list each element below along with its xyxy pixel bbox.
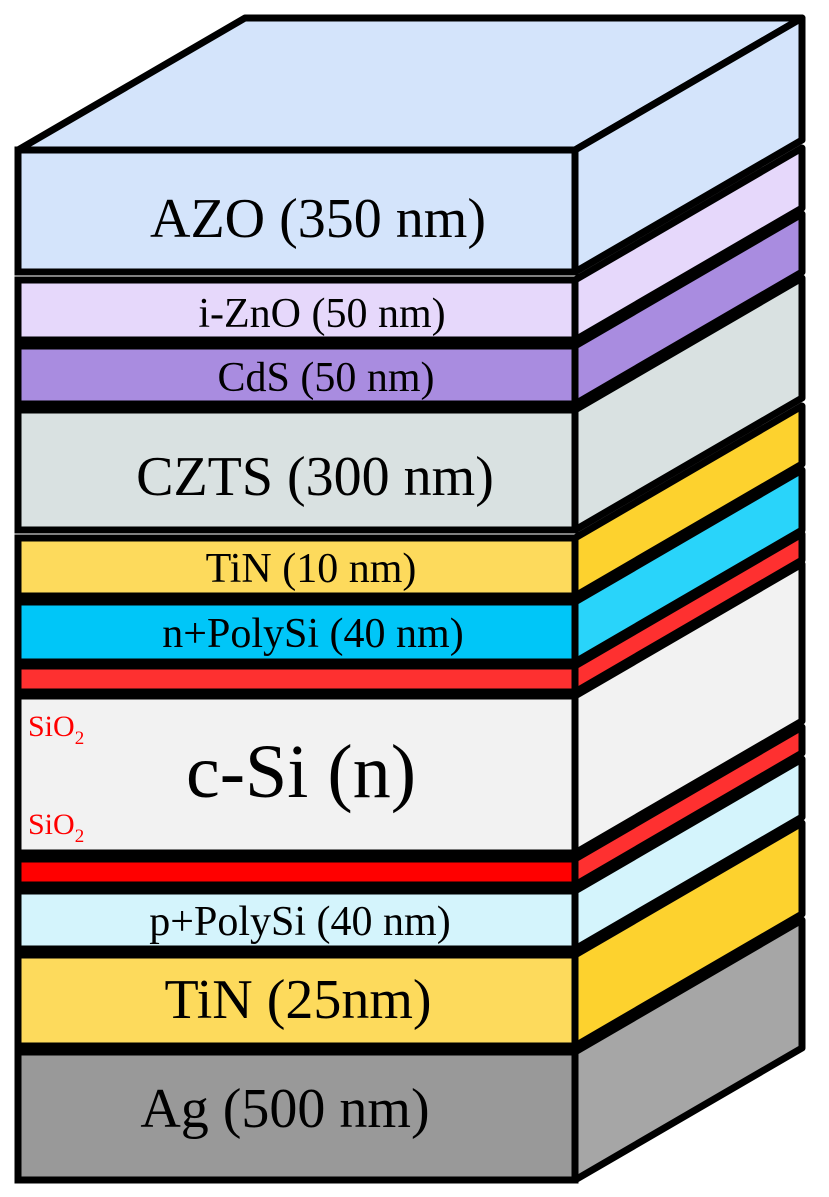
layer-label-c-si: c-Si (n) <box>186 730 416 814</box>
sio2-annotation-top: SiO2 <box>28 710 84 749</box>
front-face-p-polysi <box>14 887 579 953</box>
front-face-n-polysi <box>14 598 579 666</box>
layer-label-izno: i-ZnO (50 nm) <box>198 291 445 337</box>
front-face-azo <box>14 146 579 276</box>
layer-label-azo: AZO (350 nm) <box>150 188 486 250</box>
front-face-cds <box>14 342 579 408</box>
front-face-czts <box>14 406 579 534</box>
front-face-tin-top <box>14 534 579 600</box>
layers-group <box>14 14 806 1184</box>
front-face-ag <box>14 1048 579 1184</box>
front-face-sio2-top <box>14 662 579 696</box>
front-face-sio2-bottom <box>14 855 579 889</box>
front-face-izno <box>14 276 579 344</box>
front-face-c-si <box>14 692 579 857</box>
layer-label-n-polysi: n+PolySi (40 nm) <box>162 611 463 657</box>
layer-label-p-polysi: p+PolySi (40 nm) <box>149 899 450 945</box>
layer-label-ag: Ag (500 nm) <box>140 1078 429 1140</box>
layer-label-tin-top: TiN (10 nm) <box>206 546 417 592</box>
layer-label-tin-bottom: TiN (25nm) <box>164 969 431 1031</box>
front-face-tin-bottom <box>14 951 579 1050</box>
sio2-annotation-bottom: SiO2 <box>28 808 84 847</box>
layer-label-cds: CdS (50 nm) <box>217 355 434 401</box>
layer-label-czts: CZTS (300 nm) <box>136 446 494 508</box>
